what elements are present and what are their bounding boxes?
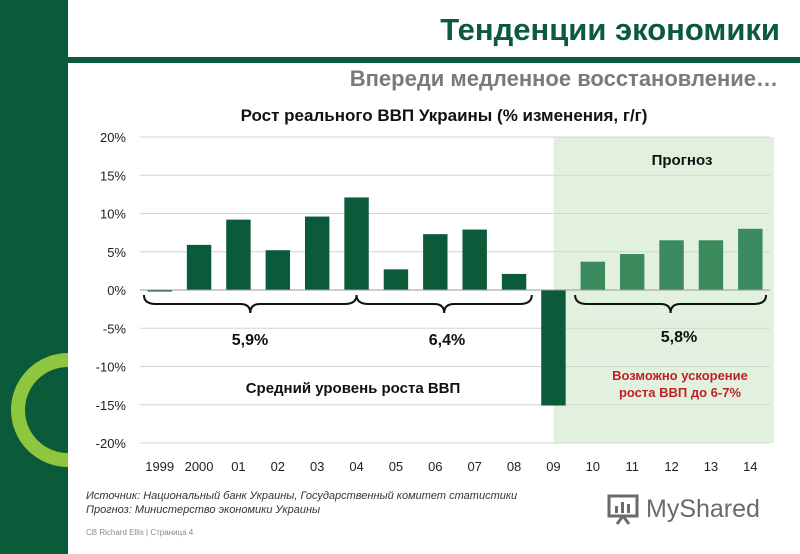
acceleration-note-line2: роста ВВП до 6-7%	[619, 385, 741, 400]
forecast-label: Прогноз	[652, 152, 713, 169]
header: Тенденции экономики	[68, 0, 800, 58]
myshared-logo[interactable]: MyShared	[606, 492, 760, 526]
y-tick-label: -20%	[96, 436, 127, 451]
x-tick-label: 10	[586, 459, 600, 474]
y-tick-label: 10%	[100, 207, 126, 222]
avg-growth-3: 5,8%	[661, 329, 697, 346]
avg-growth-1: 5,9%	[232, 332, 268, 349]
source-line-2: Прогноз: Министерство экономики Украины	[86, 504, 321, 516]
bar-04	[344, 197, 369, 290]
page-subtitle: Впереди медленное восстановление…	[349, 66, 778, 91]
y-tick-label: -15%	[96, 398, 127, 413]
avg-growth-caption: Средний уровень роста ВВП	[246, 380, 461, 397]
page-title: Тенденции экономики	[440, 12, 780, 47]
bar-2000	[186, 244, 212, 290]
bar-10	[580, 261, 606, 290]
bar-07	[462, 229, 487, 290]
chart-title: Рост реального ВВП Украины (% изменения,…	[241, 106, 648, 125]
bar-02	[265, 250, 291, 290]
y-tick-label: -10%	[96, 360, 127, 375]
x-tick-label: 08	[507, 459, 521, 474]
bar-03	[304, 216, 330, 290]
y-tick-label: -5%	[103, 321, 127, 336]
x-tick-label: 04	[349, 459, 363, 474]
header-rule	[68, 57, 800, 63]
bar-11	[619, 254, 645, 290]
x-tick-label: 09	[546, 459, 560, 474]
x-tick-label: 14	[743, 459, 757, 474]
bar-1999	[147, 290, 172, 292]
acceleration-note-line1: Возможно ускорение	[612, 368, 748, 383]
logo-text: MyShared	[646, 494, 760, 523]
bar-08	[501, 273, 527, 290]
presentation-board-icon	[607, 494, 639, 525]
bar-06	[423, 234, 448, 290]
x-tick-label: 2000	[185, 459, 214, 474]
source-note: Источник: Национальный банк Украины, Гос…	[86, 489, 517, 517]
source-line-1: Источник: Национальный банк Украины, Гос…	[86, 490, 518, 502]
x-tick-label: 12	[664, 459, 678, 474]
x-tick-label: 1999	[145, 459, 174, 474]
brace-forecast	[574, 294, 768, 314]
x-tick-label: 11	[625, 459, 639, 474]
x-tick-label: 07	[467, 459, 481, 474]
x-tick-label: 13	[704, 459, 718, 474]
footer-page-info: CB Richard Ellis | Страница 4	[86, 528, 194, 537]
y-tick-label: 20%	[100, 130, 126, 145]
x-tick-label: 01	[231, 459, 245, 474]
avg-growth-2: 6,4%	[429, 332, 465, 349]
x-tick-label: 02	[271, 459, 285, 474]
x-tick-label: 05	[389, 459, 403, 474]
bar-09	[541, 290, 566, 406]
brace-period-1	[142, 294, 358, 314]
bar-12	[659, 240, 684, 290]
bar-05	[383, 269, 409, 290]
x-tick-label: 06	[428, 459, 442, 474]
y-tick-label: 0%	[107, 283, 126, 298]
brace-period-2	[355, 294, 533, 314]
x-tick-label: 03	[310, 459, 324, 474]
bar-14	[738, 228, 763, 290]
y-tick-label: 5%	[107, 245, 126, 260]
y-tick-label: 15%	[100, 168, 126, 183]
bar-01	[226, 219, 251, 290]
bar-13	[698, 240, 724, 290]
decor-ring	[11, 353, 69, 467]
